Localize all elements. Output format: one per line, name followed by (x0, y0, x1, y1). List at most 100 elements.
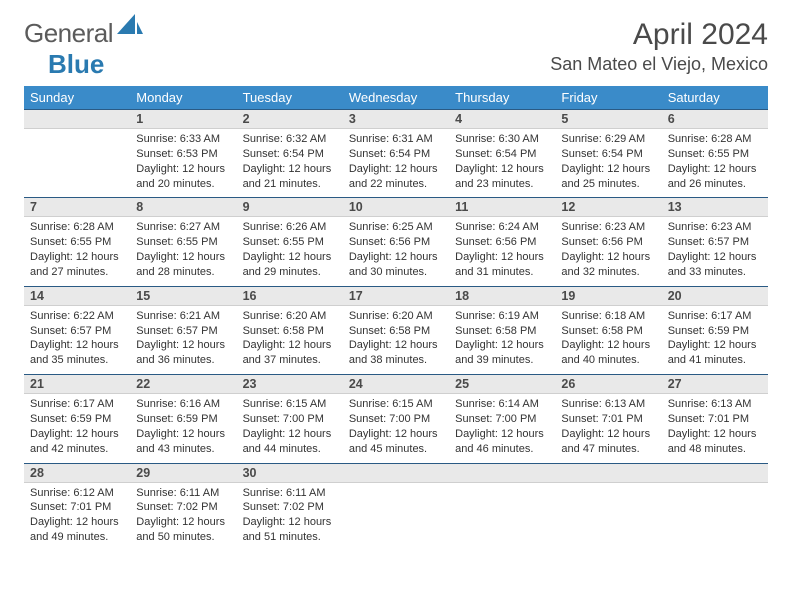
daylight-line: Daylight: 12 hours and 22 minutes. (349, 162, 443, 192)
day-number-cell: 1 (130, 110, 236, 129)
day-content-cell: Sunrise: 6:17 AMSunset: 6:59 PMDaylight:… (24, 394, 130, 463)
sunset-line: Sunset: 6:59 PM (30, 412, 124, 427)
content-row: Sunrise: 6:17 AMSunset: 6:59 PMDaylight:… (24, 394, 768, 463)
day-number-cell: 13 (662, 198, 768, 217)
daylight-line: Daylight: 12 hours and 50 minutes. (136, 515, 230, 545)
daylight-line: Daylight: 12 hours and 29 minutes. (243, 250, 337, 280)
sunrise-line: Sunrise: 6:30 AM (455, 132, 549, 147)
day-number-cell: 25 (449, 375, 555, 394)
daylight-line: Daylight: 12 hours and 20 minutes. (136, 162, 230, 192)
sunset-line: Sunset: 7:00 PM (243, 412, 337, 427)
day-number-cell: 4 (449, 110, 555, 129)
sunrise-line: Sunrise: 6:20 AM (243, 309, 337, 324)
day-number-cell (343, 463, 449, 482)
logo-text-1: General (24, 18, 113, 49)
day-content-cell: Sunrise: 6:16 AMSunset: 6:59 PMDaylight:… (130, 394, 236, 463)
daylight-line: Daylight: 12 hours and 21 minutes. (243, 162, 337, 192)
daynum-row: 78910111213 (24, 198, 768, 217)
daynum-row: 14151617181920 (24, 286, 768, 305)
sunset-line: Sunset: 7:00 PM (455, 412, 549, 427)
sunrise-line: Sunrise: 6:11 AM (136, 486, 230, 501)
sunset-line: Sunset: 6:58 PM (455, 324, 549, 339)
month-title: April 2024 (550, 18, 768, 52)
day-content-cell: Sunrise: 6:11 AMSunset: 7:02 PMDaylight:… (130, 482, 236, 551)
logo-sail-icon (117, 12, 143, 34)
day-number-cell (555, 463, 661, 482)
daylight-line: Daylight: 12 hours and 46 minutes. (455, 427, 549, 457)
sunrise-line: Sunrise: 6:28 AM (30, 220, 124, 235)
day-content-cell: Sunrise: 6:15 AMSunset: 7:00 PMDaylight:… (237, 394, 343, 463)
sunrise-line: Sunrise: 6:19 AM (455, 309, 549, 324)
daylight-line: Daylight: 12 hours and 44 minutes. (243, 427, 337, 457)
day-number-cell: 22 (130, 375, 236, 394)
daylight-line: Daylight: 12 hours and 49 minutes. (30, 515, 124, 545)
daylight-line: Daylight: 12 hours and 35 minutes. (30, 338, 124, 368)
daynum-row: 21222324252627 (24, 375, 768, 394)
sunset-line: Sunset: 6:55 PM (668, 147, 762, 162)
sunrise-line: Sunrise: 6:13 AM (561, 397, 655, 412)
day-number-cell: 5 (555, 110, 661, 129)
day-content-cell (555, 482, 661, 551)
sunset-line: Sunset: 6:59 PM (136, 412, 230, 427)
weekday-header: Thursday (449, 86, 555, 110)
sunrise-line: Sunrise: 6:24 AM (455, 220, 549, 235)
daylight-line: Daylight: 12 hours and 40 minutes. (561, 338, 655, 368)
sunset-line: Sunset: 7:00 PM (349, 412, 443, 427)
sunset-line: Sunset: 7:01 PM (561, 412, 655, 427)
calendar-page: General April 2024 San Mateo el Viejo, M… (0, 0, 792, 569)
daylight-line: Daylight: 12 hours and 37 minutes. (243, 338, 337, 368)
sunrise-line: Sunrise: 6:17 AM (668, 309, 762, 324)
day-number-cell: 23 (237, 375, 343, 394)
day-number-cell: 14 (24, 286, 130, 305)
sunset-line: Sunset: 6:59 PM (668, 324, 762, 339)
day-content-cell: Sunrise: 6:23 AMSunset: 6:57 PMDaylight:… (662, 217, 768, 286)
day-number-cell: 9 (237, 198, 343, 217)
day-content-cell: Sunrise: 6:31 AMSunset: 6:54 PMDaylight:… (343, 129, 449, 198)
daylight-line: Daylight: 12 hours and 27 minutes. (30, 250, 124, 280)
logo: General (24, 18, 143, 49)
calendar-table: Sunday Monday Tuesday Wednesday Thursday… (24, 86, 768, 551)
day-number-cell: 2 (237, 110, 343, 129)
daylight-line: Daylight: 12 hours and 32 minutes. (561, 250, 655, 280)
daylight-line: Daylight: 12 hours and 36 minutes. (136, 338, 230, 368)
day-number-cell: 19 (555, 286, 661, 305)
day-number-cell: 3 (343, 110, 449, 129)
day-content-cell: Sunrise: 6:21 AMSunset: 6:57 PMDaylight:… (130, 305, 236, 374)
day-content-cell: Sunrise: 6:12 AMSunset: 7:01 PMDaylight:… (24, 482, 130, 551)
weekday-header: Monday (130, 86, 236, 110)
sunrise-line: Sunrise: 6:15 AM (349, 397, 443, 412)
day-content-cell: Sunrise: 6:25 AMSunset: 6:56 PMDaylight:… (343, 217, 449, 286)
sunrise-line: Sunrise: 6:23 AM (668, 220, 762, 235)
daylight-line: Daylight: 12 hours and 39 minutes. (455, 338, 549, 368)
daylight-line: Daylight: 12 hours and 47 minutes. (561, 427, 655, 457)
day-number-cell: 16 (237, 286, 343, 305)
day-number-cell: 7 (24, 198, 130, 217)
sunrise-line: Sunrise: 6:16 AM (136, 397, 230, 412)
day-number-cell: 28 (24, 463, 130, 482)
sunset-line: Sunset: 7:02 PM (136, 500, 230, 515)
sunrise-line: Sunrise: 6:12 AM (30, 486, 124, 501)
sunset-line: Sunset: 6:56 PM (455, 235, 549, 250)
sunset-line: Sunset: 6:58 PM (561, 324, 655, 339)
sunrise-line: Sunrise: 6:17 AM (30, 397, 124, 412)
day-number-cell (449, 463, 555, 482)
logo-text-2: Blue (48, 49, 768, 80)
day-number-cell: 12 (555, 198, 661, 217)
sunset-line: Sunset: 6:58 PM (243, 324, 337, 339)
sunset-line: Sunset: 6:54 PM (561, 147, 655, 162)
day-number-cell: 6 (662, 110, 768, 129)
day-content-cell: Sunrise: 6:15 AMSunset: 7:00 PMDaylight:… (343, 394, 449, 463)
sunrise-line: Sunrise: 6:32 AM (243, 132, 337, 147)
sunrise-line: Sunrise: 6:21 AM (136, 309, 230, 324)
day-number-cell: 30 (237, 463, 343, 482)
day-content-cell: Sunrise: 6:29 AMSunset: 6:54 PMDaylight:… (555, 129, 661, 198)
sunrise-line: Sunrise: 6:31 AM (349, 132, 443, 147)
sunset-line: Sunset: 6:54 PM (349, 147, 443, 162)
day-content-cell: Sunrise: 6:28 AMSunset: 6:55 PMDaylight:… (24, 217, 130, 286)
day-number-cell: 24 (343, 375, 449, 394)
day-number-cell: 26 (555, 375, 661, 394)
sunrise-line: Sunrise: 6:26 AM (243, 220, 337, 235)
daylight-line: Daylight: 12 hours and 38 minutes. (349, 338, 443, 368)
day-number-cell: 10 (343, 198, 449, 217)
day-number-cell: 27 (662, 375, 768, 394)
